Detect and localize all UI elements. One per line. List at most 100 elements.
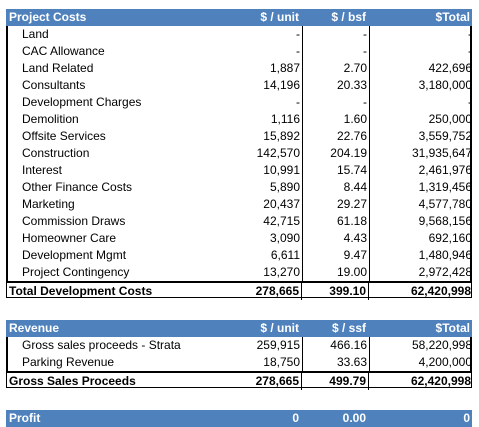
row-total: 692,160: [428, 231, 472, 245]
row-total: -: [468, 27, 472, 41]
table-row: Land Related 1,887 2.70 422,696: [7, 60, 472, 77]
row-per-unit: 18,750: [208, 354, 303, 371]
header-total: $Total: [435, 10, 470, 24]
row-label: Development Mgmt: [22, 248, 127, 262]
table-row: Marketing 20,437 29.27 4,577,780: [7, 196, 472, 213]
row-label: Interest: [22, 163, 63, 177]
row-per-sf: 1.60: [303, 111, 370, 128]
profit-per-sf: 0.00: [342, 411, 366, 425]
table-row: Construction 142,570 204.19 31,935,647: [7, 145, 472, 162]
row-per-sf: -: [303, 94, 370, 111]
table-row: Parking Revenue 18,750 33.63 4,200,000: [7, 354, 472, 371]
row-per-sf: -: [303, 26, 370, 43]
row-label: Demolition: [22, 112, 79, 126]
row-per-unit: 20,437: [208, 196, 303, 213]
row-per-unit: 42,715: [208, 213, 303, 230]
row-total: -: [468, 95, 472, 109]
row-per-unit: 15,892: [208, 128, 303, 145]
row-label: Construction: [22, 146, 90, 160]
row-per-sf: 15.74: [303, 162, 370, 179]
row-total: 422,696: [428, 61, 472, 75]
table-row: Homeowner Care 3,090 4.43 692,160: [7, 230, 472, 247]
header-per-unit: $ / unit: [260, 10, 299, 24]
row-per-sf: 61.18: [303, 213, 370, 230]
total-development-costs-row: Total Development Costs 278,665 399.10 6…: [6, 281, 472, 300]
row-per-unit: 259,915: [208, 337, 303, 354]
row-label: CAC Allowance: [22, 44, 105, 58]
project-costs-header: Project Costs $ / unit $ / bsf $Total: [6, 9, 472, 26]
row-label: Gross sales proceeds - Strata: [22, 338, 181, 352]
row-per-sf: 499.79: [302, 373, 369, 390]
row-per-unit: -: [208, 43, 303, 60]
revenue-header: Revenue $ / unit $ / ssf $Total: [6, 320, 472, 337]
header-total: $Total: [435, 321, 470, 335]
spacer: [6, 388, 472, 410]
row-total: 62,420,998: [410, 284, 471, 298]
row-total: 4,577,780: [418, 197, 472, 211]
row-label: Other Finance Costs: [22, 180, 133, 194]
row-total: 3,559,752: [418, 129, 472, 143]
header-label: Revenue: [9, 321, 60, 335]
row-label: Land Related: [22, 61, 94, 75]
row-label: Development Charges: [22, 95, 142, 109]
revenue-rows: Gross sales proceeds - Strata 259,915 466.…: [6, 337, 472, 371]
row-per-unit: 1,116: [208, 111, 303, 128]
row-per-sf: 22.76: [303, 128, 370, 145]
table-row: Land - - -: [7, 26, 472, 43]
row-total: 2,972,428: [418, 265, 472, 279]
row-per-sf: 33.63: [303, 354, 370, 371]
row-per-sf: 19.00: [303, 264, 370, 281]
row-label: Marketing: [22, 197, 75, 211]
row-total: 9,568,156: [418, 214, 472, 228]
row-total: 58,220,998: [411, 338, 472, 352]
row-per-sf: 204.19: [303, 145, 370, 162]
profit-row: Profit 0 0.00 0: [6, 410, 472, 427]
header-per-bsf: $ / bsf: [331, 10, 366, 24]
table-row: Other Finance Costs 5,890 8.44 1,319,456: [7, 179, 472, 196]
row-per-unit: 10,991: [208, 162, 303, 179]
row-per-unit: 1,887: [208, 60, 303, 77]
row-label: Project Contingency: [22, 265, 130, 279]
row-label: Gross Sales Proceeds: [9, 374, 136, 388]
row-per-unit: -: [208, 26, 303, 43]
profit-total: 0: [463, 411, 470, 425]
row-total: 62,420,998: [410, 374, 471, 388]
row-label: Land: [22, 27, 49, 41]
row-label: Total Development Costs: [9, 284, 153, 298]
gross-sales-proceeds-row: Gross Sales Proceeds 278,665 499.79 62,4…: [6, 371, 472, 390]
table-row: Interest 10,991 15.74 2,461,976: [7, 162, 472, 179]
row-total: 31,935,647: [411, 146, 472, 160]
table-row: Development Mgmt 6,611 9.47 1,480,946: [7, 247, 472, 264]
row-per-unit: 13,270: [208, 264, 303, 281]
row-label: Homeowner Care: [22, 231, 117, 245]
row-label: Offsite Services: [22, 129, 106, 143]
table-row: Development Charges - - -: [7, 94, 472, 111]
row-per-unit: -: [208, 94, 303, 111]
row-per-sf: 399.10: [302, 283, 369, 300]
profit-label: Profit: [9, 411, 41, 425]
spacer: [6, 298, 472, 320]
row-per-sf: 20.33: [303, 77, 370, 94]
row-total: 2,461,976: [418, 163, 472, 177]
row-per-sf: 2.70: [303, 60, 370, 77]
header-per-unit: $ / unit: [260, 321, 299, 335]
row-per-sf: 466.16: [303, 337, 370, 354]
row-per-sf: 29.27: [303, 196, 370, 213]
row-total: 250,000: [428, 112, 472, 126]
table-row: Demolition 1,116 1.60 250,000: [7, 111, 472, 128]
table-row: Gross sales proceeds - Strata 259,915 466.…: [7, 337, 472, 354]
row-per-unit: 3,090: [208, 230, 303, 247]
row-per-unit: 278,665: [207, 283, 302, 300]
row-label: Parking Revenue: [22, 355, 115, 369]
row-total: 3,180,000: [418, 78, 472, 92]
row-total: 1,480,946: [418, 248, 472, 262]
row-total: 4,200,000: [418, 355, 472, 369]
table-row: Consultants 14,196 20.33 3,180,000: [7, 77, 472, 94]
table-row: Project Contingency 13,270 19.00 2,972,428: [7, 264, 472, 281]
row-per-sf: 8.44: [303, 179, 370, 196]
row-per-unit: 6,611: [208, 247, 303, 264]
project-costs-rows: Land - - - CAC Allowance - - - Land Related 1,887…: [6, 26, 472, 281]
profit-per-unit: 0: [292, 411, 299, 425]
row-per-sf: 9.47: [303, 247, 370, 264]
table-row: Offsite Services 15,892 22.76 3,559,752: [7, 128, 472, 145]
